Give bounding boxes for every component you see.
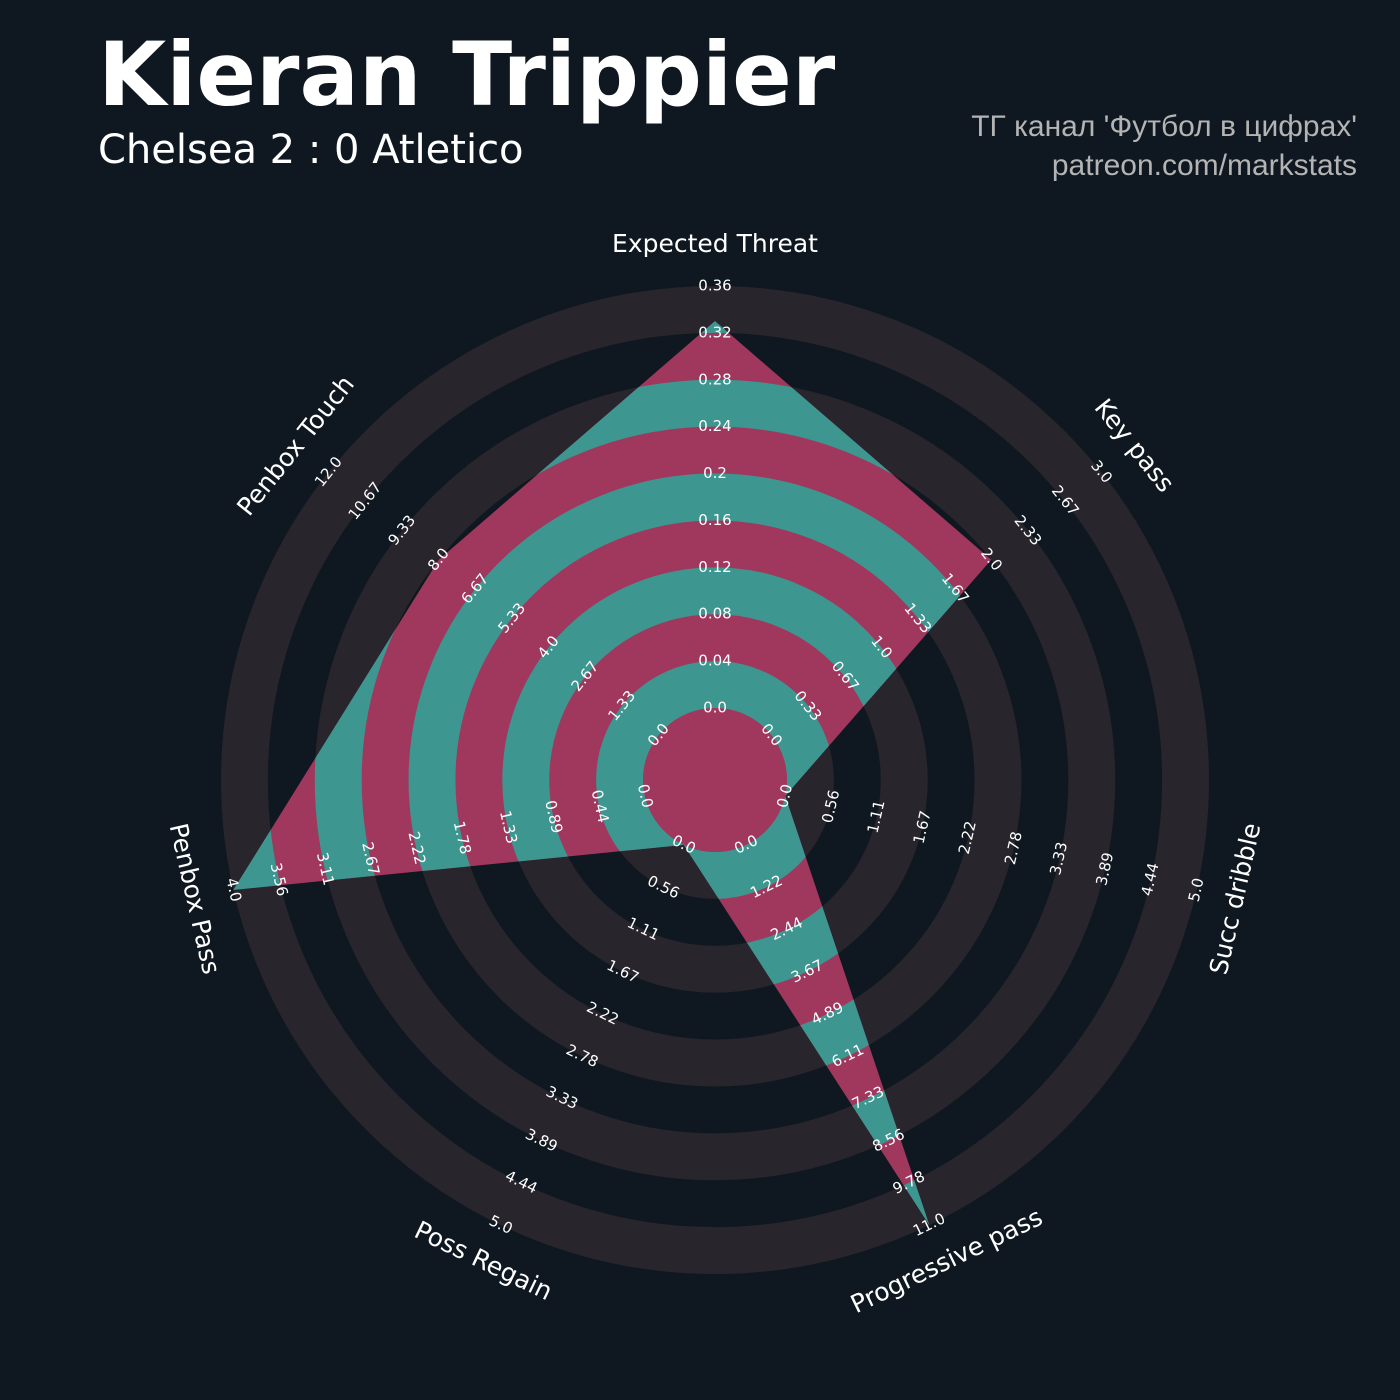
center-circle	[643, 708, 787, 852]
category-label: Succ dribble	[1204, 820, 1267, 977]
tick-label: 0.08	[698, 605, 731, 623]
tick-label: 0.2	[703, 464, 727, 482]
tick-label: 0.04	[698, 652, 731, 670]
tick-label: 5.0	[1185, 876, 1208, 903]
tick-label: 0.0	[703, 699, 727, 717]
tick-label: 0.0	[634, 782, 657, 809]
chart-subtitle: Chelsea 2 : 0 Atletico	[98, 127, 524, 173]
ring-band	[221, 286, 1209, 1274]
tick-label: 0.16	[698, 511, 731, 529]
chart-title: Kieran Trippier	[98, 23, 836, 126]
category-label: Penbox Pass	[164, 820, 227, 976]
annotation: patreon.com/markstats	[1052, 149, 1357, 182]
category-label: Expected Threat	[612, 229, 818, 258]
tick-label: 0.24	[698, 417, 731, 435]
tick-label: 4.0	[222, 876, 245, 903]
tick-label: 0.32	[698, 323, 731, 341]
annotation: ТГ канал 'Футбол в цифрах'	[971, 110, 1357, 143]
tick-label: 0.36	[698, 277, 731, 295]
tick-label: 0.28	[698, 370, 731, 388]
tick-label: 0.12	[698, 558, 731, 576]
tick-label: 0.0	[773, 782, 796, 809]
